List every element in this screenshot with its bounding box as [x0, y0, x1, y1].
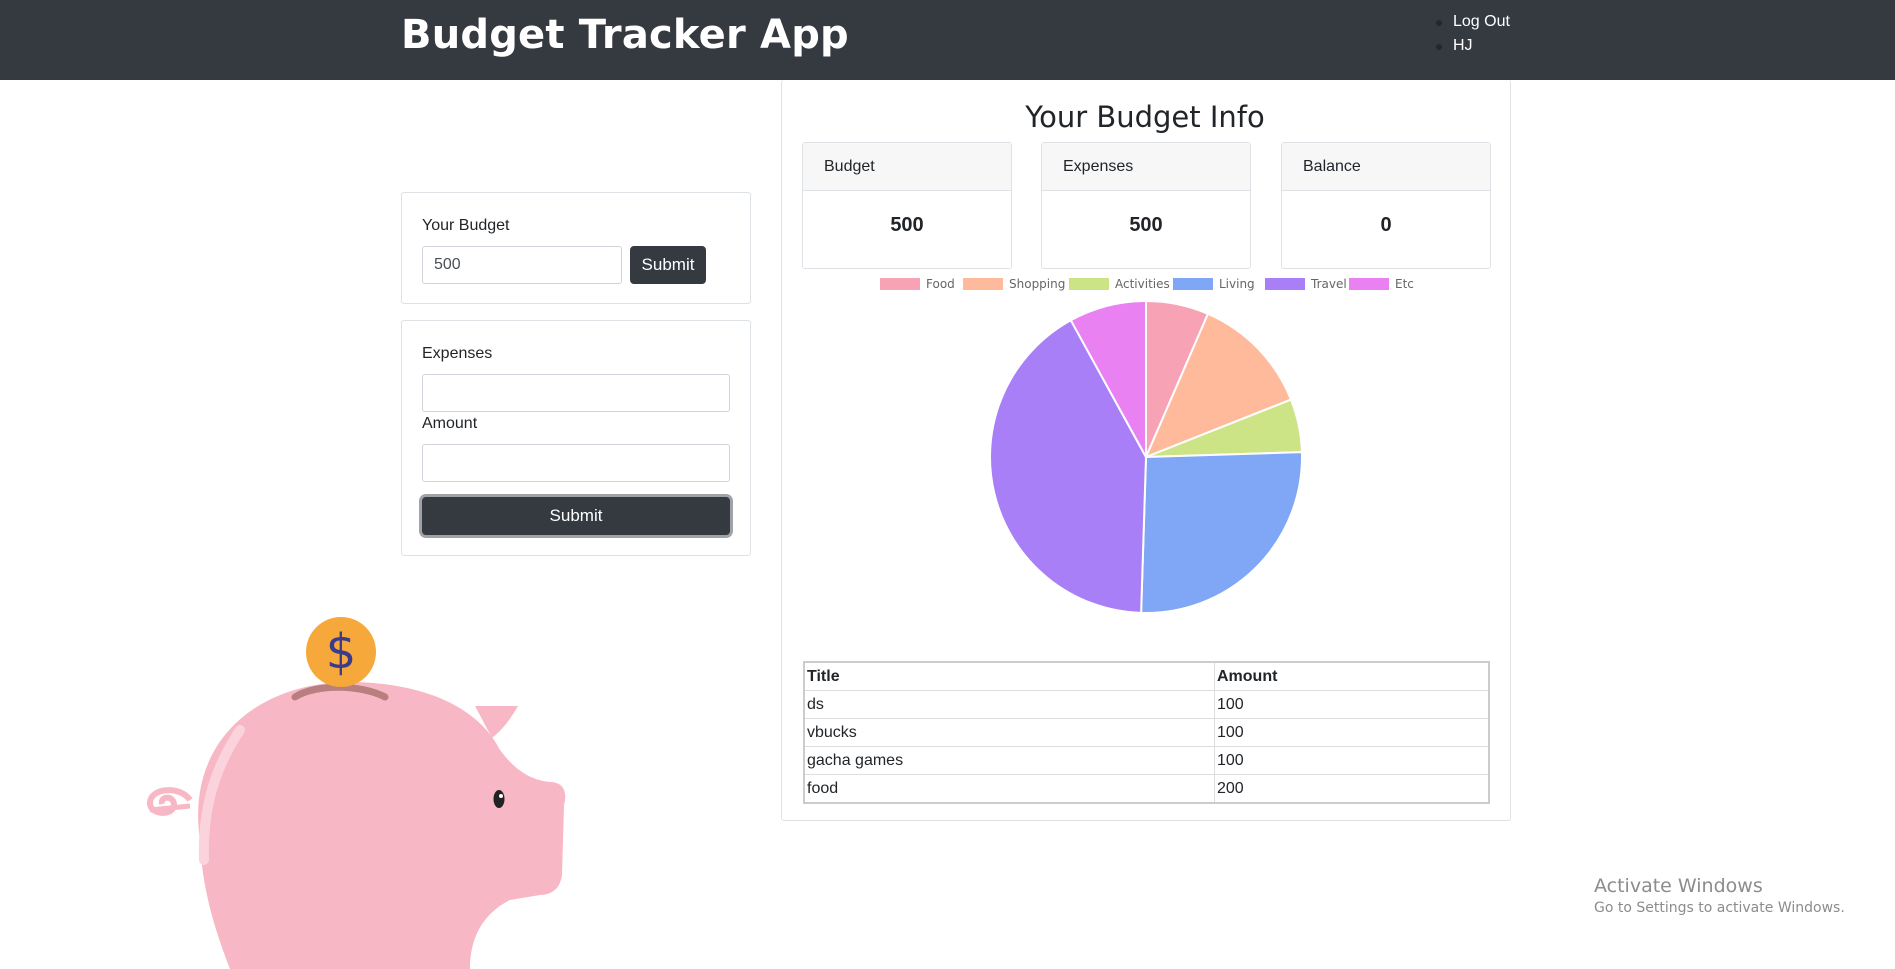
legend-label: Shopping — [1009, 277, 1066, 291]
user-link[interactable]: HJ — [1453, 37, 1473, 54]
balance-stat-card: Balance 0 — [1281, 142, 1491, 269]
nav-item-user: HJ — [1436, 34, 1510, 58]
expense-form-card: Expenses Amount Submit — [401, 320, 751, 556]
legend-item-etc[interactable]: Etc — [1349, 277, 1414, 291]
budget-info-title: Your Budget Info — [1025, 100, 1265, 134]
legend-swatch — [963, 278, 1003, 290]
budget-stat-label: Budget — [803, 143, 1011, 191]
cell-title: gacha games — [803, 746, 1215, 775]
legend-item-activities[interactable]: Activities — [1069, 277, 1170, 291]
column-header-amount: Amount — [1214, 661, 1490, 691]
pig-eye-highlight — [499, 794, 503, 798]
amount-label: Amount — [422, 415, 478, 432]
legend-label: Travel — [1311, 277, 1347, 291]
nav-item-logout: Log Out — [1436, 10, 1510, 34]
budget-input[interactable] — [422, 246, 622, 284]
navbar: Budget Tracker App Log Out HJ — [0, 0, 1895, 80]
legend-item-food[interactable]: Food — [880, 277, 955, 291]
budget-stat-card: Budget 500 — [802, 142, 1012, 269]
balance-stat-value: 0 — [1380, 214, 1392, 236]
budget-label: Your Budget — [422, 217, 510, 234]
table-row: ds 100 — [803, 690, 1490, 719]
legend-label: Activities — [1115, 277, 1170, 291]
watermark-line2: Go to Settings to activate Windows. — [1594, 900, 1845, 916]
pig-tail-icon — [146, 787, 193, 816]
table-row: food 200 — [803, 774, 1490, 804]
expenses-stat-card: Expenses 500 — [1041, 142, 1251, 269]
cell-title: food — [803, 774, 1215, 804]
expenses-stat-value: 500 — [1129, 214, 1163, 236]
expenses-input[interactable] — [422, 374, 730, 412]
app-title[interactable]: Budget Tracker App — [401, 12, 849, 58]
table-header-row: Title Amount — [803, 661, 1490, 691]
legend-swatch — [1349, 278, 1389, 290]
column-header-title: Title — [803, 661, 1215, 691]
legend-swatch — [880, 278, 920, 290]
cell-amount: 100 — [1214, 746, 1490, 775]
nav-menu: Log Out HJ — [1436, 10, 1510, 58]
budget-submit-button[interactable]: Submit — [630, 246, 706, 284]
legend-swatch — [1265, 278, 1305, 290]
expenses-stat-label: Expenses — [1042, 143, 1250, 191]
legend-label: Food — [926, 277, 955, 291]
budget-stat-value: 500 — [890, 214, 924, 236]
table-row: vbucks 100 — [803, 718, 1490, 747]
coin-icon — [306, 617, 376, 687]
budget-form-card: Your Budget Submit — [401, 192, 751, 304]
dollar-sign-icon: $ — [326, 624, 357, 680]
amount-input[interactable] — [422, 444, 730, 482]
expenses-table: Title Amount ds 100 vbucks 100 gacha games… — [803, 661, 1490, 804]
pig-body-icon — [198, 681, 566, 969]
legend-item-travel[interactable]: Travel — [1265, 277, 1347, 291]
coin-slot-icon — [291, 683, 389, 701]
cell-title: vbucks — [803, 718, 1215, 747]
expenses-label: Expenses — [422, 345, 493, 362]
activate-windows-watermark: Activate Windows Go to Settings to activ… — [1594, 875, 1845, 916]
expense-submit-button[interactable]: Submit — [422, 497, 730, 535]
piggy-bank-illustration: $ — [146, 617, 566, 969]
cell-title: ds — [803, 690, 1215, 719]
legend-item-living[interactable]: Living — [1173, 277, 1255, 291]
table-row: gacha games 100 — [803, 746, 1490, 775]
cell-amount: 100 — [1214, 718, 1490, 747]
watermark-line1: Activate Windows — [1594, 875, 1763, 897]
legend-item-shopping[interactable]: Shopping — [963, 277, 1065, 291]
balance-stat-label: Balance — [1282, 143, 1490, 191]
pig-eye-icon — [493, 790, 505, 808]
logout-link[interactable]: Log Out — [1453, 13, 1510, 30]
cell-amount: 200 — [1214, 774, 1490, 804]
legend-swatch — [1173, 278, 1213, 290]
legend-swatch — [1069, 278, 1109, 290]
cell-amount: 100 — [1214, 690, 1490, 719]
legend-label: Etc — [1395, 277, 1414, 291]
legend-label: Living — [1219, 277, 1255, 291]
